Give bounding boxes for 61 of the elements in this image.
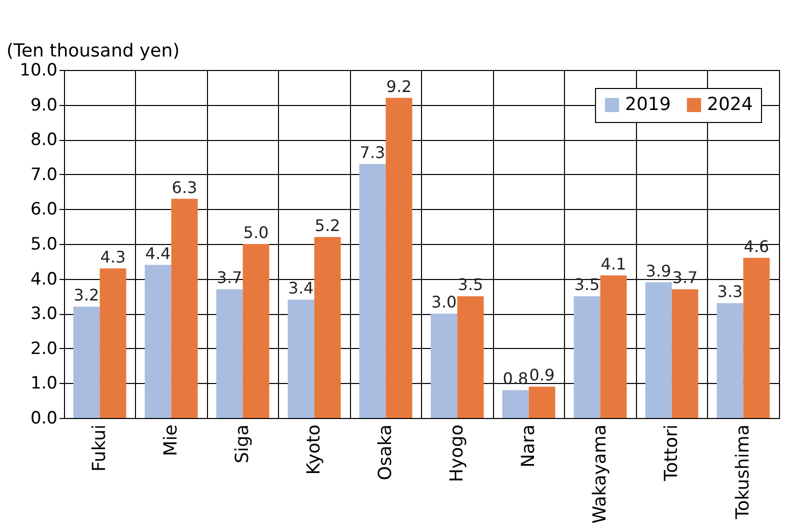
y-tick-label: 3.0 <box>30 304 58 324</box>
legend-label: 2019 <box>625 94 671 115</box>
bar <box>100 268 126 418</box>
x-tick-label: Siga <box>232 424 253 464</box>
data-label: 5.2 <box>314 216 340 236</box>
y-axis-title: (Ten thousand yen) <box>6 40 180 62</box>
bar <box>314 237 341 418</box>
bar <box>171 198 198 418</box>
bar <box>528 386 556 418</box>
bar <box>73 306 100 418</box>
bar <box>743 258 770 418</box>
bar <box>502 390 529 418</box>
data-label: 0.8 <box>502 369 528 388</box>
data-label: 3.4 <box>288 278 314 298</box>
data-label: 3.9 <box>646 261 672 280</box>
bar <box>574 296 600 418</box>
legend-label: 2024 <box>707 94 753 115</box>
data-label: 3.5 <box>574 275 600 294</box>
data-label: 3.3 <box>717 282 743 302</box>
data-label: 9.2 <box>386 76 412 96</box>
bar <box>645 282 672 418</box>
x-tick-label: Osaka <box>374 424 396 480</box>
y-tick-label: 9.0 <box>30 95 58 116</box>
y-tick-label: 6.0 <box>30 200 58 220</box>
y-tick-label: 2.0 <box>30 338 58 359</box>
data-label: 4.3 <box>100 247 126 266</box>
data-label: 4.4 <box>145 244 171 263</box>
bar <box>359 164 386 418</box>
y-tick-label: 4.0 <box>30 269 58 290</box>
data-label: 4.1 <box>600 254 626 274</box>
data-label: 3.5 <box>458 275 484 294</box>
x-tick-label: Kyoto <box>303 424 324 475</box>
x-tick-label: Wakayama <box>589 424 610 524</box>
data-label: 3.0 <box>431 292 457 312</box>
bar <box>600 275 627 418</box>
y-tick-label: 1.0 <box>30 374 58 394</box>
bar <box>242 244 270 418</box>
y-tick-label: 8.0 <box>30 130 58 150</box>
x-tick-label: Fukui <box>88 424 110 472</box>
bar <box>716 303 744 418</box>
x-tick-label: Mie <box>160 424 182 456</box>
x-tick-label: Tokushima <box>732 424 754 520</box>
y-tick-label: 7.0 <box>30 164 58 185</box>
y-tick-label: 5.0 <box>30 234 58 254</box>
bar <box>144 264 172 418</box>
bar <box>672 289 698 418</box>
bar <box>386 98 412 418</box>
x-tick-label: Hyogo <box>446 424 468 482</box>
x-tick-label: Tottori <box>660 424 682 482</box>
y-tick-label: 10.0 <box>20 60 58 80</box>
bar <box>457 296 484 418</box>
data-label: 3.2 <box>74 286 100 305</box>
bar <box>430 314 458 418</box>
bar <box>216 289 243 418</box>
y-tick-label: 0.0 <box>30 408 58 428</box>
bar <box>288 300 314 418</box>
data-label: 0.9 <box>529 366 555 385</box>
data-label: 7.3 <box>360 142 386 162</box>
data-label: 6.3 <box>172 178 198 197</box>
data-label: 5.0 <box>243 223 269 242</box>
x-tick-label: Nara <box>518 424 539 468</box>
